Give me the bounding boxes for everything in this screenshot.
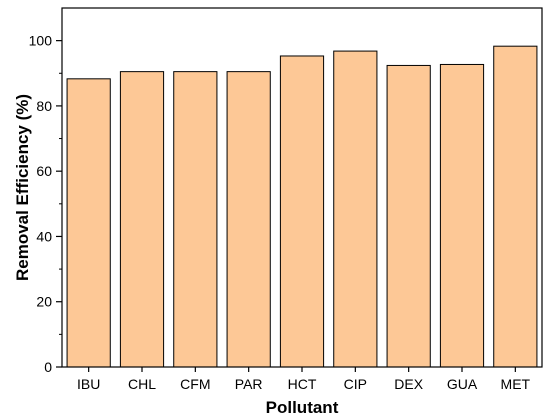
y-tick-label: 100 <box>29 33 53 49</box>
bar-cfm <box>173 71 218 368</box>
x-tick-label: HCT <box>288 376 317 392</box>
y-axis-title: Removal Efficiency (%) <box>13 94 32 281</box>
x-ticks-group: IBU CHL CFM PAR HCT CIP DEX GUA MET <box>77 367 531 392</box>
y-tick-label: 0 <box>44 359 52 375</box>
x-axis-title: Pollutant <box>266 398 339 417</box>
bar-dex <box>386 64 431 368</box>
y-ticks-group: 0 20 40 60 80 100 <box>29 33 62 375</box>
x-tick-label: MET <box>501 376 531 392</box>
x-tick-label: PAR <box>235 376 263 392</box>
bar-hct <box>279 55 325 368</box>
bars-group <box>66 45 538 368</box>
bar-gua <box>439 63 485 368</box>
bar-ibu <box>66 78 111 368</box>
x-tick-label: IBU <box>77 376 100 392</box>
bar-met <box>493 45 538 368</box>
bar-chl <box>119 71 165 368</box>
x-tick-label: DEX <box>394 376 423 392</box>
y-tick-label: 60 <box>36 163 52 179</box>
y-tick-label: 80 <box>36 98 52 114</box>
y-tick-label: 40 <box>36 228 52 244</box>
y-tick-label: 20 <box>36 294 52 310</box>
bar-par <box>226 71 271 368</box>
x-tick-label: CIP <box>344 376 367 392</box>
bar-cip <box>333 50 378 368</box>
x-tick-label: CHL <box>128 376 156 392</box>
x-tick-label: GUA <box>447 376 478 392</box>
x-tick-label: CFM <box>180 376 210 392</box>
